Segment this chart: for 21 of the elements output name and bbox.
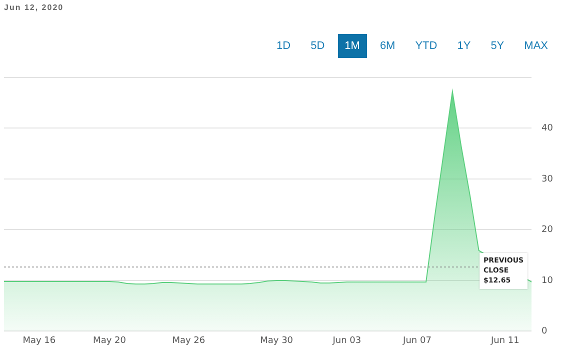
y-tick-label: 20 xyxy=(542,225,554,236)
text: 1M xyxy=(338,34,367,58)
text: 1D xyxy=(276,39,292,54)
y-tick-label: 10 xyxy=(542,276,554,286)
text: YTD xyxy=(414,39,438,54)
text: MAX xyxy=(523,39,549,54)
x-tick-label: May 20 xyxy=(93,336,126,346)
y-tick-label: 40 xyxy=(542,124,554,134)
x-tick-label: Jun 07 xyxy=(402,336,432,346)
x-tick-label: May 16 xyxy=(22,336,56,346)
x-tick-label: Jun 03 xyxy=(332,336,362,346)
text: 5Y xyxy=(490,39,506,54)
x-tick-label: May 26 xyxy=(172,336,206,346)
text: 6M xyxy=(378,39,396,54)
y-tick-label: 30 xyxy=(542,174,554,184)
text: 1Y xyxy=(456,39,472,54)
text: Jun 12, 2020 xyxy=(4,3,64,12)
text: 5D xyxy=(310,39,326,54)
y-tick-label: 0 xyxy=(542,326,548,337)
x-tick-label: May 30 xyxy=(260,336,294,346)
x-tick-label: Jun 11 xyxy=(490,336,520,346)
